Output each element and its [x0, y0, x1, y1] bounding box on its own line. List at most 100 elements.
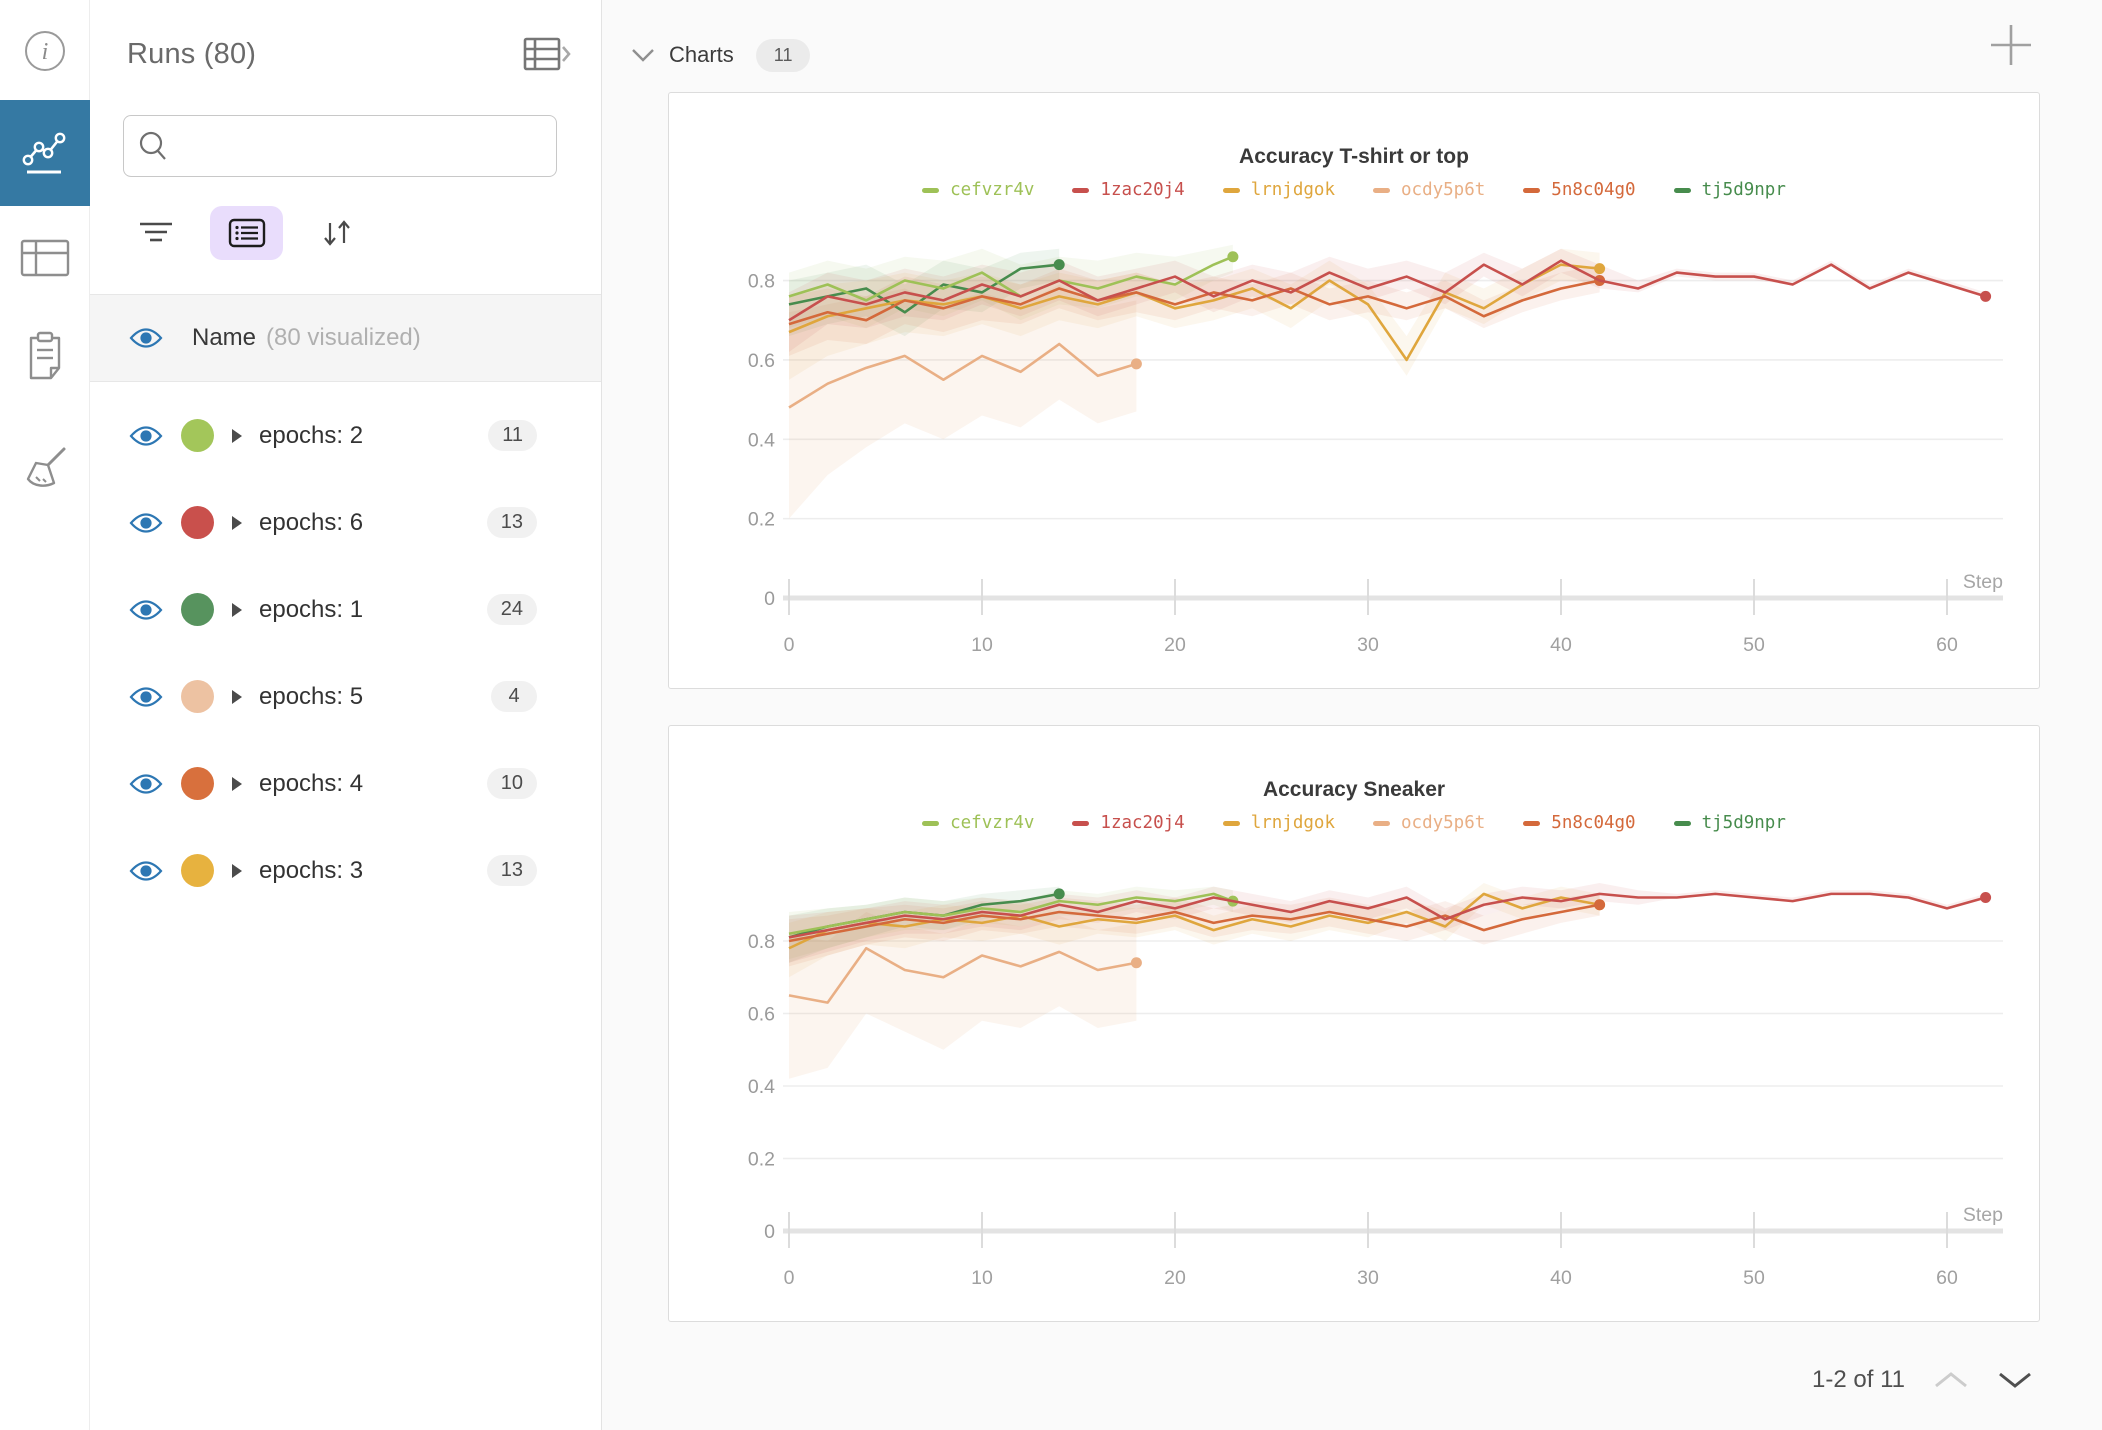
chart-title: Accuracy Sneaker [1262, 778, 1446, 801]
legend-item[interactable]: lrnjdgok [1222, 180, 1335, 200]
run-group-row[interactable]: epochs: 5 4 [90, 653, 601, 740]
expand-caret-icon[interactable] [232, 689, 242, 704]
filter-icon [140, 222, 172, 242]
chevron-right-icon [562, 46, 571, 62]
legend-run-name: lrnjdgok [1250, 813, 1335, 833]
add-panel-button[interactable] [1989, 23, 2033, 67]
legend-run-name: 1zac20j4 [1100, 180, 1185, 200]
search-input[interactable] [180, 133, 542, 159]
legend-run-name: 1zac20j4 [1100, 813, 1185, 833]
run-group-row[interactable]: epochs: 3 13 [90, 827, 601, 914]
run-group-row[interactable]: epochs: 1 24 [90, 566, 601, 653]
run-count-badge: 11 [488, 420, 537, 451]
legend-swatch [922, 187, 940, 193]
legend-swatch [1523, 187, 1541, 193]
chevron-down-icon [632, 48, 654, 62]
workspace-tab-charts[interactable] [0, 100, 90, 206]
run-color-dot [181, 854, 214, 887]
clipboard-icon[interactable] [0, 330, 90, 386]
legend-swatch [1673, 820, 1691, 826]
svg-text:60: 60 [1936, 634, 1958, 656]
runs-table-icon [523, 37, 571, 71]
legend-item[interactable]: 1zac20j4 [1072, 813, 1185, 833]
svg-text:20: 20 [1164, 634, 1186, 656]
svg-text:0: 0 [784, 1267, 795, 1289]
sort-arrows-icon [324, 220, 350, 246]
run-group-label: epochs: 3 [259, 856, 364, 884]
plus-icon [1991, 25, 2031, 65]
svg-text:50: 50 [1743, 1267, 1765, 1289]
run-count-badge: 24 [486, 594, 537, 625]
expand-caret-icon[interactable] [232, 776, 242, 791]
run-group-list: epochs: 2 11 epochs: 6 13 epochs: 1 24 e… [90, 392, 601, 914]
filter-button[interactable] [130, 206, 182, 260]
legend-swatch [1373, 820, 1390, 826]
legend-item[interactable]: ocdy5p6t [1373, 813, 1485, 833]
run-group-label: epochs: 4 [259, 769, 364, 797]
line-chart-plot[interactable]: 0 10 20 30 40 50 60 0 0.2 0.4 0.6 0.8 Step [669, 221, 2041, 691]
collapse-section-button[interactable] [631, 48, 655, 63]
svg-text:0: 0 [764, 588, 775, 610]
visibility-eye-icon[interactable] [129, 598, 163, 622]
svg-text:20: 20 [1164, 1267, 1186, 1289]
run-group-row[interactable]: epochs: 6 13 [90, 479, 601, 566]
svg-text:0.8: 0.8 [748, 271, 775, 293]
chevron-up-icon [1935, 1372, 1967, 1388]
table-panel-icon[interactable] [0, 236, 90, 280]
runs-title: Runs (80) [127, 37, 257, 70]
section-count-badge: 11 [755, 38, 811, 72]
next-page-button[interactable] [1997, 1371, 2033, 1389]
list-view-button[interactable] [210, 206, 283, 260]
previous-page-button[interactable] [1933, 1371, 1969, 1389]
runs-panel: Runs (80) [90, 0, 602, 1430]
legend-item[interactable]: 1zac20j4 [1072, 180, 1185, 200]
expand-caret-icon[interactable] [232, 863, 242, 878]
visibility-eye-icon[interactable] [129, 772, 163, 796]
svg-text:0.4: 0.4 [748, 429, 775, 451]
run-count-badge: 4 [491, 681, 537, 712]
broom-icon[interactable] [0, 442, 90, 496]
panel-pagination: 1-2 of 11 [1812, 1358, 2033, 1402]
run-group-row[interactable]: epochs: 4 10 [90, 740, 601, 827]
legend-item[interactable]: cefvzr4v [922, 180, 1034, 200]
visibility-eye-icon[interactable] [129, 859, 163, 883]
expand-caret-icon[interactable] [232, 602, 242, 617]
svg-text:30: 30 [1357, 634, 1379, 656]
legend-item[interactable]: tj5d9npr [1673, 813, 1786, 833]
legend-item[interactable]: lrnjdgok [1222, 813, 1335, 833]
line-chart-plot[interactable]: 0 10 20 30 40 50 60 0 0.2 0.4 0.6 0.8 Step [669, 854, 2041, 1324]
visibility-eye-icon[interactable] [129, 424, 163, 448]
info-icon[interactable]: i [0, 28, 90, 74]
legend-run-name: cefvzr4v [950, 180, 1035, 200]
legend-item[interactable]: cefvzr4v [922, 813, 1034, 833]
expand-table-button[interactable] [523, 36, 571, 72]
expand-caret-icon[interactable] [232, 515, 242, 530]
legend-item[interactable]: ocdy5p6t [1373, 180, 1485, 200]
run-group-row[interactable]: epochs: 2 11 [90, 392, 601, 479]
legend-run-name: cefvzr4v [950, 813, 1035, 833]
visibility-eye-icon[interactable] [129, 326, 163, 350]
run-color-dot [181, 767, 214, 800]
svg-text:40: 40 [1550, 634, 1572, 656]
legend-item[interactable]: 5n8c04g0 [1523, 180, 1636, 200]
visibility-eye-icon[interactable] [129, 685, 163, 709]
svg-text:10: 10 [971, 1267, 993, 1289]
legend-item[interactable]: 5n8c04g0 [1523, 813, 1636, 833]
legend-item[interactable]: tj5d9npr [1673, 180, 1786, 200]
svg-text:10: 10 [971, 634, 993, 656]
runs-header: Runs (80) [127, 30, 571, 78]
chart-panel[interactable]: Accuracy Sneaker cefvzr4v 1zac20j4 lrnjdgo… [668, 725, 2040, 1322]
sort-button[interactable] [311, 206, 363, 260]
legend-run-name: tj5d9npr [1701, 180, 1786, 200]
chart-title: Accuracy T-shirt or top [1239, 145, 1469, 168]
chart-panel[interactable]: Accuracy T-shirt or top cefvzr4v 1zac20j4… [668, 92, 2040, 689]
visibility-eye-icon[interactable] [129, 511, 163, 535]
legend-swatch [1072, 820, 1090, 826]
runs-search-box[interactable] [123, 115, 557, 177]
list-icon [228, 218, 265, 248]
runs-controls [130, 206, 363, 260]
expand-caret-icon[interactable] [232, 428, 242, 443]
run-group-label: epochs: 2 [259, 421, 364, 449]
runs-list-header[interactable]: Name (80 visualized) [90, 295, 601, 382]
name-column-label: Name [192, 324, 257, 351]
